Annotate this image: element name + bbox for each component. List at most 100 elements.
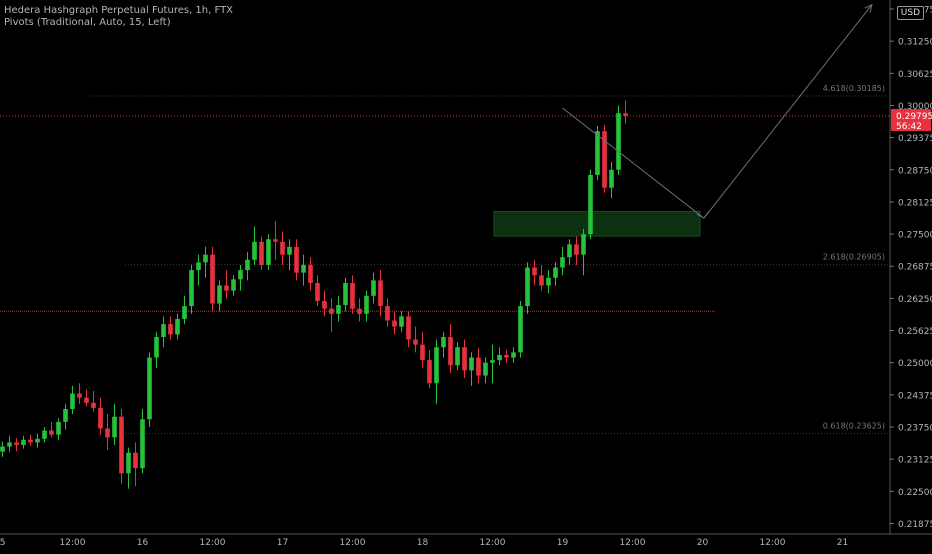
candle-body: [532, 267, 537, 276]
candle[interactable]: [616, 105, 621, 175]
candle[interactable]: [105, 414, 110, 451]
candle[interactable]: [364, 290, 369, 322]
candle[interactable]: [161, 316, 166, 348]
candle[interactable]: [539, 264, 544, 291]
demand-zone-rect[interactable]: [493, 210, 701, 237]
candle[interactable]: [238, 264, 243, 291]
candle[interactable]: [511, 347, 516, 363]
candle[interactable]: [448, 324, 453, 373]
candle[interactable]: [441, 331, 446, 358]
candle[interactable]: [455, 342, 460, 371]
candle[interactable]: [490, 344, 495, 384]
candle[interactable]: [147, 352, 152, 427]
candle[interactable]: [196, 254, 201, 286]
candle[interactable]: [273, 221, 278, 260]
candle-body: [602, 131, 607, 188]
candle[interactable]: [168, 316, 173, 340]
candle[interactable]: [427, 349, 432, 389]
candle[interactable]: [182, 295, 187, 325]
candle[interactable]: [63, 403, 68, 430]
candle[interactable]: [336, 295, 341, 322]
candle[interactable]: [567, 239, 572, 265]
candle[interactable]: [357, 298, 362, 322]
candle[interactable]: [469, 352, 474, 386]
candle[interactable]: [98, 397, 103, 435]
candle[interactable]: [301, 254, 306, 286]
candle[interactable]: [483, 357, 488, 384]
candle[interactable]: [14, 438, 19, 452]
candle[interactable]: [378, 270, 383, 317]
candle[interactable]: [308, 257, 313, 291]
candle[interactable]: [280, 231, 285, 265]
candle[interactable]: [581, 228, 586, 276]
candle[interactable]: [518, 300, 523, 358]
currency-badge[interactable]: USD: [896, 6, 924, 20]
candle[interactable]: [420, 331, 425, 368]
pivot-level-label: 0.618(0.23625): [823, 421, 885, 430]
candle[interactable]: [525, 262, 530, 314]
candle[interactable]: [224, 270, 229, 299]
candle[interactable]: [210, 246, 215, 312]
candle[interactable]: [203, 246, 208, 278]
candle[interactable]: [399, 311, 404, 332]
candle[interactable]: [350, 275, 355, 314]
candle[interactable]: [231, 275, 236, 296]
candle[interactable]: [413, 326, 418, 353]
candle[interactable]: [329, 298, 334, 332]
candle[interactable]: [28, 434, 33, 447]
candle[interactable]: [252, 226, 257, 265]
candle[interactable]: [294, 239, 299, 281]
candle[interactable]: [56, 418, 61, 440]
candle[interactable]: [112, 403, 117, 445]
candle[interactable]: [371, 272, 376, 304]
candle[interactable]: [154, 331, 159, 368]
candle[interactable]: [588, 169, 593, 240]
candle[interactable]: [497, 347, 502, 366]
candle[interactable]: [175, 313, 180, 340]
candle[interactable]: [546, 270, 551, 294]
candle[interactable]: [35, 433, 40, 448]
candle[interactable]: [609, 162, 614, 199]
candle[interactable]: [266, 234, 271, 271]
candle[interactable]: [623, 100, 628, 124]
candle[interactable]: [126, 447, 131, 489]
candle[interactable]: [406, 311, 411, 348]
candle-body: [399, 316, 404, 327]
candle[interactable]: [602, 125, 607, 193]
candle[interactable]: [217, 280, 222, 312]
candle[interactable]: [315, 275, 320, 307]
candle[interactable]: [434, 339, 439, 404]
candle[interactable]: [532, 259, 537, 286]
candle[interactable]: [287, 239, 292, 271]
candle[interactable]: [560, 246, 565, 276]
candle[interactable]: [7, 435, 12, 452]
candle[interactable]: [476, 348, 481, 384]
candle[interactable]: [259, 236, 264, 271]
candle[interactable]: [462, 339, 467, 379]
candle[interactable]: [70, 385, 75, 415]
candle[interactable]: [504, 349, 509, 363]
candle[interactable]: [392, 312, 397, 335]
candle[interactable]: [245, 252, 250, 281]
candle[interactable]: [574, 236, 579, 265]
candle[interactable]: [77, 383, 82, 404]
candle[interactable]: [140, 408, 145, 474]
candle[interactable]: [0, 441, 5, 457]
indicator-legend[interactable]: Pivots (Traditional, Auto, 15, Left): [4, 17, 171, 28]
candle-body: [616, 113, 621, 170]
candle[interactable]: [42, 426, 47, 443]
candle[interactable]: [84, 389, 89, 407]
candle[interactable]: [322, 290, 327, 317]
candle[interactable]: [189, 264, 194, 314]
candle[interactable]: [553, 262, 558, 286]
candle[interactable]: [133, 442, 138, 487]
candle[interactable]: [385, 298, 390, 327]
candle-body: [42, 430, 47, 439]
candle[interactable]: [21, 435, 26, 449]
candle[interactable]: [343, 277, 348, 312]
candle[interactable]: [49, 421, 54, 438]
candle[interactable]: [119, 408, 124, 484]
candle[interactable]: [91, 390, 96, 412]
